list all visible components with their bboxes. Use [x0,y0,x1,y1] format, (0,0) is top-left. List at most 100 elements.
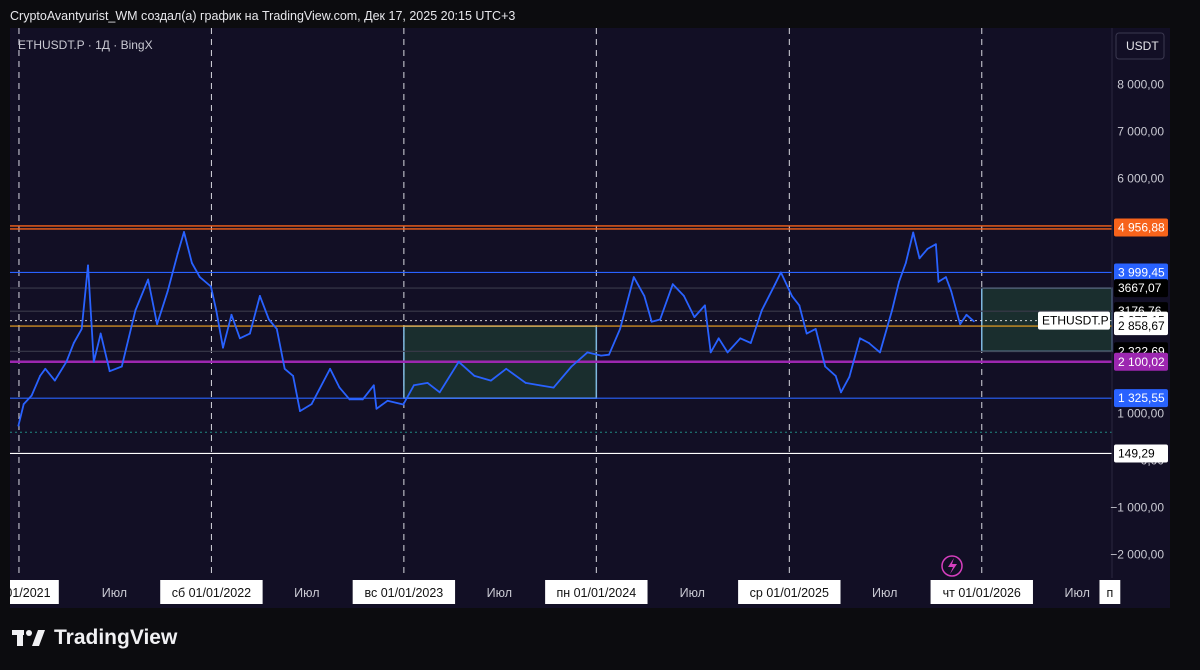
price-point [709,351,712,354]
price-point [259,295,261,297]
price-point [166,290,169,293]
x-tick-box [545,580,648,604]
price-point [209,285,212,288]
price-point [198,276,201,279]
price-point [222,346,224,349]
price-point [17,424,20,427]
chart-area[interactable]: ETHUSDT.P · 1Д · BingX USDT 8 000,00 7 000,… [10,28,1170,608]
y-tick-label: 6 000,00 [1117,171,1164,185]
price-point [215,309,218,311]
level-price-tag-label: 2 100,02 [1118,355,1165,369]
x-tick-label: пн 01/01/2024 [556,586,636,600]
price-point [650,320,653,323]
price-point [879,351,881,354]
x-tick-label: сб 01/01/2022 [172,586,251,600]
price-point [402,403,405,406]
level-price-tag[interactable] [1114,317,1168,336]
price-point [824,365,827,368]
price-point [774,283,776,286]
price-point [972,320,975,323]
price-point [619,327,621,330]
price-point [53,379,56,382]
price-point [945,276,947,279]
lightning-icon[interactable] [941,555,963,577]
level-price-tag[interactable] [1114,263,1168,282]
last-price-tag[interactable] [1038,311,1110,330]
price-point [570,365,573,368]
price-point [230,313,233,316]
tradingview-brand-label: TradingView [54,626,178,649]
price-series-line[interactable] [17,231,975,426]
price-point [292,374,295,377]
price-point [693,316,696,319]
price-point [600,354,602,357]
x-tick-label: Июл [487,586,512,600]
price-point [717,337,720,340]
price-point [80,327,83,330]
price-point [249,332,251,335]
lightning-icon-bolt [948,558,957,574]
y-tick-label: −1 000,00 [1110,500,1164,514]
price-point [183,231,185,233]
price-point [489,379,492,382]
x-tick-label: чт 01/01/2026 [943,586,1021,600]
price-point [950,290,953,293]
price-point [552,386,555,389]
level-price-tag[interactable] [1114,389,1168,408]
last-price-tag-label: ETHUSDT.P [1042,314,1109,328]
price-point [386,399,389,402]
price-point [120,365,123,368]
level-price-tag[interactable] [1114,444,1168,463]
level-price-tag-label: 149,29 [1118,446,1155,460]
price-point [30,394,33,397]
price-point [108,370,111,373]
price-point [299,410,301,413]
price-point [238,337,241,340]
price-point [39,374,41,377]
price-point [92,360,95,363]
x-tick-label: п [1107,586,1114,600]
price-point [934,243,937,246]
level-price-tag[interactable] [1114,352,1168,371]
price-point [156,323,159,326]
level-price-tag-label: 3 999,45 [1118,265,1165,279]
level-price-tag[interactable] [1114,279,1168,298]
price-point [814,327,817,330]
price-point [348,398,351,401]
x-tick-label: Июл [294,586,319,600]
price-point [791,295,793,297]
price-point [338,386,341,389]
x-tick-box [10,580,59,604]
price-point [682,295,685,297]
tradingview-brand: TradingView [12,626,177,650]
price-point [798,304,801,307]
price-point [375,407,378,410]
price-point [891,309,894,311]
price-point [868,342,870,344]
y-tick-label: 1 000,00 [1117,406,1164,420]
price-point [22,403,25,405]
x-tick-label: Июл [1065,586,1090,600]
price-point [834,374,837,377]
price-chart[interactable]: ETHUSDT.P · 1Д · BingX USDT 8 000,00 7 000,… [10,28,1170,608]
price-point [44,367,47,370]
price-point [275,327,278,330]
price-point [898,280,900,283]
plot-background [10,28,1170,608]
currency-box[interactable] [1115,32,1165,60]
price-point [805,332,808,335]
price-point [87,264,89,267]
price-point [147,278,150,281]
price-point [937,280,940,283]
x-tick-label: Июл [872,586,897,600]
price-point [65,360,68,363]
price-point [965,313,968,316]
currency-label: USDT [1126,39,1159,53]
level-price-tag[interactable] [1114,218,1168,237]
price-point [457,360,460,363]
x-tick-box [738,580,841,604]
price-point [473,374,476,377]
chart-attribution: CryptoAvantyurist_WM создал(а) график на… [10,9,516,23]
price-point [779,271,782,274]
price-point [760,309,763,311]
